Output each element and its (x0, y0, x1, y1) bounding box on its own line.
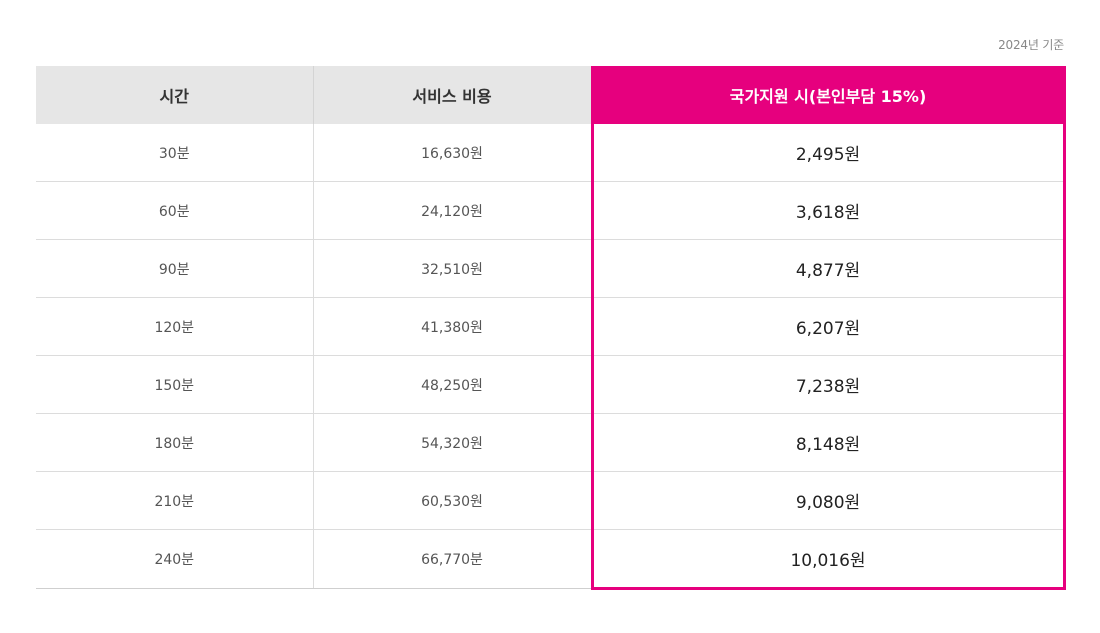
header-service-cost: 서비스 비용 (313, 66, 592, 124)
header-row: 시간 서비스 비용 국가지원 시(본인부담 15%) (36, 66, 1066, 124)
cell-copay: 3,618원 (590, 181, 1066, 240)
cell-copay: 10,016원 (590, 529, 1066, 590)
cell-time: 60분 (36, 181, 314, 240)
cell-copay: 6,207원 (590, 297, 1066, 356)
cell-copay: 4,877원 (590, 239, 1066, 298)
cell-service-cost: 66,770분 (313, 529, 592, 589)
table-row: 150분 48,250원 7,238원 (36, 355, 1066, 414)
cell-copay: 2,495원 (590, 124, 1066, 182)
cell-service-cost: 60,530원 (313, 471, 592, 530)
cell-service-cost: 32,510원 (313, 239, 592, 298)
cell-time: 180분 (36, 413, 314, 472)
fee-table-header: 시간 서비스 비용 국가지원 시(본인부담 15%) (36, 66, 1066, 124)
cell-copay: 9,080원 (590, 471, 1066, 530)
table-row: 90분 32,510원 4,877원 (36, 239, 1066, 298)
cell-time: 90분 (36, 239, 314, 298)
table-row: 240분 66,770분 10,016원 (36, 529, 1066, 590)
table-row: 60분 24,120원 3,618원 (36, 181, 1066, 240)
cell-service-cost: 41,380원 (313, 297, 592, 356)
cell-service-cost: 48,250원 (313, 355, 592, 414)
cell-copay: 8,148원 (590, 413, 1066, 472)
table-row: 180분 54,320원 8,148원 (36, 413, 1066, 472)
cell-service-cost: 24,120원 (313, 181, 592, 240)
table-row: 30분 16,630원 2,495원 (36, 124, 1066, 182)
header-national-support-copay: 국가지원 시(본인부담 15%) (590, 66, 1066, 124)
cell-time: 150분 (36, 355, 314, 414)
header-time: 시간 (36, 66, 314, 124)
cell-time: 30분 (36, 124, 314, 182)
fee-table-body: 30분 16,630원 2,495원 60분 24,120원 3,618원 90… (36, 124, 1066, 590)
basis-date-note: 2024년 기준 (998, 38, 1064, 52)
table-row: 210분 60,530원 9,080원 (36, 471, 1066, 530)
table-row: 120분 41,380원 6,207원 (36, 297, 1066, 356)
cell-time: 120분 (36, 297, 314, 356)
fee-table: 시간 서비스 비용 국가지원 시(본인부담 15%) 30분 16,630원 2… (36, 66, 1066, 590)
cell-time: 210분 (36, 471, 314, 530)
cell-service-cost: 54,320원 (313, 413, 592, 472)
cell-time: 240분 (36, 529, 314, 589)
fee-table-container: 시간 서비스 비용 국가지원 시(본인부담 15%) 30분 16,630원 2… (36, 66, 1066, 590)
cell-copay: 7,238원 (590, 355, 1066, 414)
cell-service-cost: 16,630원 (313, 124, 592, 182)
